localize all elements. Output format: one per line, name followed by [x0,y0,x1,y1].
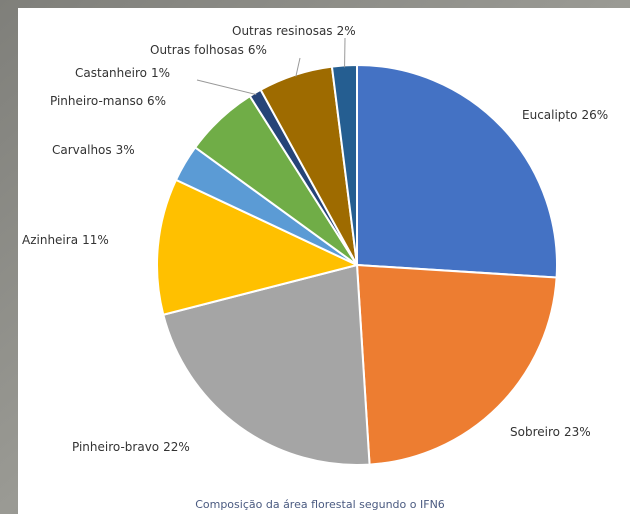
value-label: 23% [564,425,591,439]
data-label: Azinheira 11% [22,233,109,247]
value-label: 2% [337,24,356,38]
category-label: Pinheiro-manso [50,94,143,108]
data-label: Pinheiro-manso 6% [50,94,166,108]
category-label: Carvalhos [52,143,112,157]
value-label: 3% [116,143,135,157]
data-label: Castanheiro 1% [75,66,170,80]
category-label: Eucalipto [522,108,577,122]
pie-slice [162,263,371,466]
value-label: 11% [82,233,109,247]
data-label: Carvalhos 3% [52,143,135,157]
category-label: Azinheira [22,233,78,247]
category-label: Outras folhosas [150,43,244,57]
leader-line [196,79,257,96]
pie-slice [156,178,360,316]
value-label: 1% [151,66,170,80]
chart-title: Composição da área florestal segundo o I… [195,498,445,511]
value-label: 6% [147,94,166,108]
value-label: 26% [581,108,608,122]
data-label: Sobreiro 23% [510,425,591,439]
data-label: Pinheiro-bravo 22% [72,440,190,454]
data-label: Outras resinosas 2% [232,24,356,38]
data-label: Outras folhosas 6% [150,43,267,57]
value-label: 6% [248,43,267,57]
category-label: Pinheiro-bravo [72,440,159,454]
category-label: Castanheiro [75,66,147,80]
category-label: Outras resinosas [232,24,333,38]
pie-slice [356,63,558,279]
leader-line [295,57,301,77]
value-label: 22% [163,440,190,454]
data-label: Eucalipto 26% [522,108,608,122]
category-label: Sobreiro [510,425,560,439]
pie-slice [355,263,558,466]
